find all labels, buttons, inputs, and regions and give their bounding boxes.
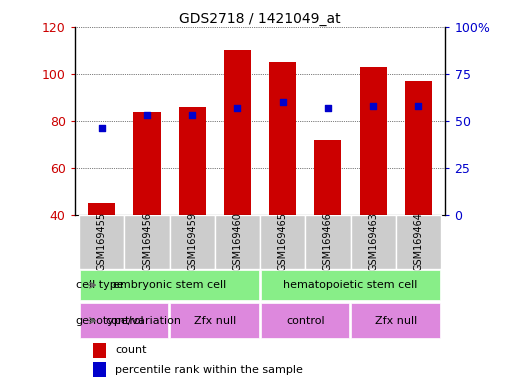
Text: GSM169460: GSM169460 [232, 212, 243, 271]
Text: Zfx null: Zfx null [194, 316, 236, 326]
Bar [80, 270, 259, 300]
Point [233, 105, 242, 111]
Point [369, 103, 377, 109]
Bar [93, 343, 106, 358]
Point [324, 105, 332, 111]
Point [188, 112, 196, 118]
Text: GSM169464: GSM169464 [414, 212, 423, 271]
Text: embryonic stem cell: embryonic stem cell [113, 280, 226, 290]
Text: GSM169456: GSM169456 [142, 212, 152, 271]
Point [98, 126, 106, 132]
Text: GSM169466: GSM169466 [323, 212, 333, 271]
Point [143, 112, 151, 118]
Bar [305, 215, 351, 269]
Bar [93, 362, 106, 377]
Bar [261, 270, 440, 300]
Bar [170, 303, 259, 338]
Text: GSM169455: GSM169455 [97, 212, 107, 271]
Text: control: control [105, 316, 144, 326]
Bar [133, 112, 161, 215]
Bar [351, 303, 440, 338]
Bar [80, 303, 168, 338]
Bar [359, 67, 387, 215]
Bar [125, 215, 169, 269]
Point [414, 103, 422, 109]
Point [279, 99, 287, 105]
Bar [405, 81, 432, 215]
Bar [169, 215, 215, 269]
Text: genotype/variation: genotype/variation [76, 316, 182, 326]
Bar [215, 215, 260, 269]
Text: hematopoietic stem cell: hematopoietic stem cell [283, 280, 418, 290]
Text: Zfx null: Zfx null [374, 316, 417, 326]
Text: control: control [286, 316, 324, 326]
Text: percentile rank within the sample: percentile rank within the sample [115, 365, 303, 375]
Bar [351, 215, 396, 269]
Bar [88, 203, 115, 215]
Text: GSM169463: GSM169463 [368, 212, 378, 271]
Text: GSM169465: GSM169465 [278, 212, 288, 271]
Bar [79, 215, 125, 269]
Bar [314, 140, 341, 215]
Bar [261, 303, 349, 338]
Text: cell type: cell type [76, 280, 123, 290]
Bar [224, 50, 251, 215]
Bar [179, 107, 206, 215]
Bar [260, 215, 305, 269]
Bar [396, 215, 441, 269]
Text: GSM169459: GSM169459 [187, 212, 197, 271]
Bar [269, 62, 296, 215]
Text: count: count [115, 345, 147, 355]
Title: GDS2718 / 1421049_at: GDS2718 / 1421049_at [179, 12, 341, 26]
